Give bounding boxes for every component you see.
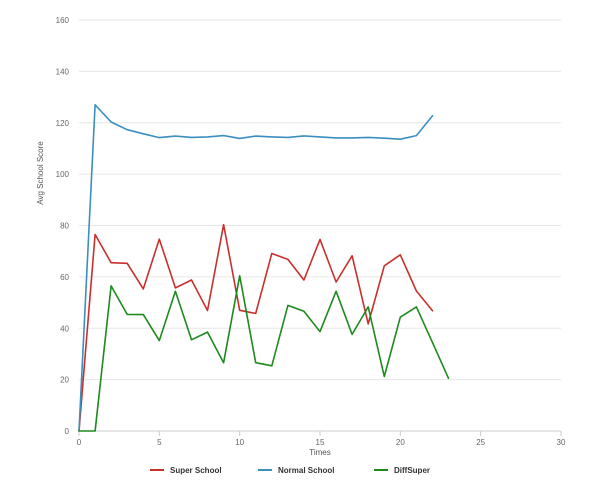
y-tick-label: 0 — [65, 427, 70, 436]
x-tick-label: 10 — [235, 438, 244, 447]
y-tick-label: 140 — [56, 67, 70, 76]
y-tick-label: 160 — [56, 16, 70, 25]
y-tick-label: 60 — [60, 273, 69, 282]
x-tick-label: 20 — [396, 438, 405, 447]
y-tick-label: 20 — [60, 376, 69, 385]
legend-item[interactable]: Normal School — [258, 466, 334, 475]
x-tick-label: 5 — [157, 438, 162, 447]
x-tick-label: 15 — [316, 438, 325, 447]
legend-label: DiffSuper — [394, 466, 430, 475]
legend-item[interactable]: DiffSuper — [374, 466, 430, 475]
y-tick-label: 120 — [56, 119, 70, 128]
x-axis-title: Times — [309, 448, 330, 457]
series-line-3 — [78, 274, 450, 432]
y-axis-title: Avg School Score — [36, 141, 45, 205]
y-tick-label: 100 — [56, 170, 70, 179]
axis-layer: 0 20 40 60 80 100 120 140 160 0 5 10 15 20 25 30 — [56, 16, 566, 447]
legend: Super School Normal School DiffSuper — [150, 466, 430, 475]
series-line-1 — [78, 223, 434, 432]
legend-item[interactable]: Super School — [150, 466, 222, 475]
x-tick-label: 30 — [557, 438, 566, 447]
legend-label: Normal School — [278, 466, 334, 475]
legend-label: Super School — [170, 466, 222, 475]
y-tick-label: 80 — [60, 222, 69, 231]
x-tick-label: 0 — [77, 438, 82, 447]
series-layer — [78, 104, 450, 432]
y-tick-label: 40 — [60, 324, 69, 333]
x-tick-label: 25 — [476, 438, 485, 447]
series-line-2 — [78, 104, 434, 432]
grid-layer — [79, 19, 561, 432]
